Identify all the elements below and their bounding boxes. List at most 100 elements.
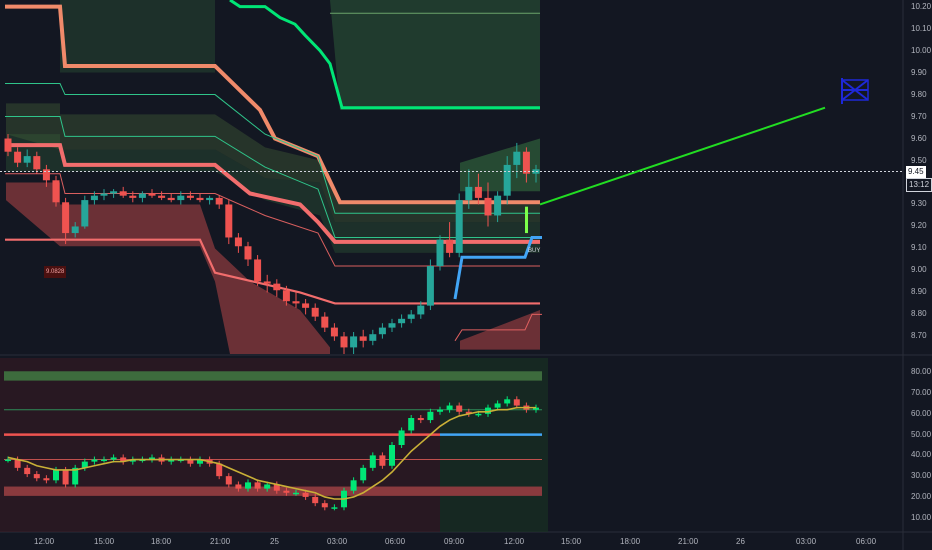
right-red-line — [454, 313, 542, 342]
candle-body — [14, 151, 22, 163]
candle-body — [311, 307, 319, 317]
oversold-band — [4, 486, 542, 496]
osc-bar — [91, 459, 98, 462]
upper-cloud-mid — [6, 103, 540, 223]
time-tick-label: 06:00 — [385, 537, 406, 546]
osc-bar — [129, 459, 136, 462]
osc-bar — [312, 496, 319, 504]
candle-body — [90, 195, 98, 201]
osc-tick-label: 60.00 — [911, 408, 932, 418]
osc-bar — [120, 457, 127, 462]
candle-body — [206, 197, 214, 201]
time-tick-label: 18:00 — [620, 537, 641, 546]
price-tick-label: 9.50 — [911, 155, 927, 165]
candle-body — [378, 327, 386, 335]
osc-bar — [187, 459, 194, 464]
last-price-tag: 9.45 — [906, 165, 926, 178]
osc-bar — [245, 482, 251, 489]
candle-body — [129, 195, 137, 198]
buy-signal-label: BUY — [528, 248, 541, 254]
osc-bar — [197, 459, 203, 464]
price-tick-label: 9.10 — [911, 243, 927, 253]
candle-body — [110, 191, 118, 194]
osc-bar — [446, 405, 453, 410]
candle-body — [148, 193, 156, 196]
blue-support-line — [453, 235, 542, 300]
price-tick-label: 9.30 — [911, 199, 927, 209]
osc-bar — [513, 399, 520, 406]
candle-body — [359, 336, 367, 341]
osc-bar — [504, 399, 511, 404]
osc-candles-layer — [5, 396, 539, 511]
candle-body — [388, 323, 396, 328]
candle-body — [244, 246, 252, 260]
osc-bar — [149, 457, 155, 460]
osc-bar — [235, 484, 242, 489]
price-tick-label: 8.70 — [911, 331, 927, 341]
osc-bar — [14, 459, 21, 468]
candle-body — [503, 164, 511, 196]
candle-body — [100, 193, 108, 196]
candle-body — [407, 314, 415, 319]
time-tick-label: 15:00 — [94, 537, 115, 546]
time-tick-label: 18:00 — [151, 537, 172, 546]
osc-bar — [369, 455, 376, 468]
candle-body — [350, 336, 358, 348]
thin-green-line-2 — [5, 116, 540, 238]
price-tick-label: 9.20 — [911, 221, 927, 231]
candle-body — [522, 151, 530, 174]
countdown-tag: 13:12 — [906, 177, 932, 192]
candle-body — [254, 259, 262, 282]
osc-bar — [321, 503, 328, 508]
osc-bar — [101, 459, 107, 462]
osc-bar — [293, 492, 299, 495]
upper-cloud-right — [330, 0, 540, 110]
trend-line — [539, 106, 826, 206]
price-tick-label: 9.60 — [911, 133, 927, 143]
osc-bar — [225, 476, 232, 485]
osc-bar — [216, 463, 223, 477]
candle-body — [23, 156, 31, 163]
time-tick-label: 15:00 — [561, 537, 582, 546]
osc-tick-label: 40.00 — [911, 450, 932, 460]
candle-body — [340, 336, 348, 348]
candle-body — [196, 197, 204, 201]
osc-bar — [494, 403, 501, 408]
thin-red-line — [5, 173, 540, 267]
osc-bar — [408, 418, 415, 431]
osc-bear-zone — [0, 358, 440, 532]
osc-bar — [475, 413, 482, 416]
osc-bar — [350, 480, 357, 491]
candle-body — [484, 197, 492, 216]
time-tick-label: 03:00 — [796, 537, 817, 546]
price-tick-label: 9.00 — [911, 265, 927, 275]
osc-bar — [62, 469, 69, 485]
osc-bar — [398, 430, 405, 445]
osc-tick-label: 30.00 — [911, 471, 932, 481]
signal-marker — [525, 206, 528, 234]
candle-body — [52, 180, 60, 203]
band-layer — [6, 0, 540, 354]
overbought-band — [4, 371, 542, 381]
osc-bar — [465, 411, 472, 414]
candle-body — [215, 197, 223, 205]
osc-bar — [417, 418, 424, 421]
osc-bar — [72, 467, 79, 485]
price-tick-label: 9.90 — [911, 67, 927, 77]
candle-body — [302, 303, 310, 308]
time-tick-label: 21:00 — [210, 537, 231, 546]
osc-bar — [33, 474, 40, 479]
price-axis[interactable] — [903, 0, 932, 550]
price-tick-label: 9.80 — [911, 89, 927, 99]
candle-body — [81, 200, 89, 227]
candle-body — [33, 156, 41, 170]
osc-bar — [43, 478, 50, 481]
lower-band-line — [5, 238, 540, 305]
flag-icon — [841, 78, 869, 104]
flag-cross — [841, 79, 869, 101]
low-price-marker: 9.0828 — [44, 266, 67, 278]
candle-body — [369, 334, 377, 341]
candle-body — [446, 239, 454, 253]
bright-green-stair — [229, 0, 540, 110]
